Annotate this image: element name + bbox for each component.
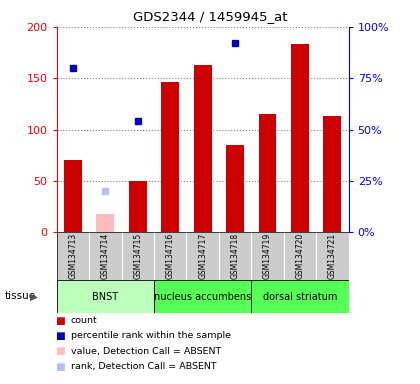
Text: ■: ■: [55, 362, 64, 372]
Text: GSM134721: GSM134721: [328, 233, 337, 280]
Text: GSM134714: GSM134714: [101, 233, 110, 280]
Text: nucleus accumbens: nucleus accumbens: [154, 291, 251, 302]
Bar: [194, 65, 212, 232]
Text: ■: ■: [55, 346, 64, 356]
Bar: [161, 82, 179, 232]
Bar: [251, 280, 349, 313]
Text: rank, Detection Call = ABSENT: rank, Detection Call = ABSENT: [71, 362, 216, 371]
Bar: [154, 280, 251, 313]
Bar: [97, 214, 114, 232]
Text: GSM134717: GSM134717: [198, 233, 207, 280]
Text: ▶: ▶: [30, 291, 38, 301]
Text: percentile rank within the sample: percentile rank within the sample: [71, 331, 231, 341]
Text: GSM134713: GSM134713: [68, 233, 77, 280]
Text: count: count: [71, 316, 97, 325]
Text: GDS2344 / 1459945_at: GDS2344 / 1459945_at: [133, 10, 287, 23]
Text: GSM134719: GSM134719: [263, 233, 272, 280]
Bar: [226, 145, 244, 232]
Text: value, Detection Call = ABSENT: value, Detection Call = ABSENT: [71, 347, 221, 356]
Bar: [64, 161, 82, 232]
Text: dorsal striatum: dorsal striatum: [263, 291, 337, 302]
Text: ■: ■: [55, 316, 64, 326]
Bar: [57, 280, 154, 313]
Bar: [259, 114, 276, 232]
Text: GSM134716: GSM134716: [166, 233, 175, 280]
Text: BNST: BNST: [92, 291, 118, 302]
Text: ■: ■: [55, 331, 64, 341]
Bar: [323, 116, 341, 232]
Text: GSM134720: GSM134720: [295, 233, 304, 280]
Text: tissue: tissue: [4, 291, 35, 301]
Text: GSM134715: GSM134715: [133, 233, 142, 280]
Bar: [129, 181, 147, 232]
Text: GSM134718: GSM134718: [231, 233, 239, 280]
Bar: [291, 44, 309, 232]
